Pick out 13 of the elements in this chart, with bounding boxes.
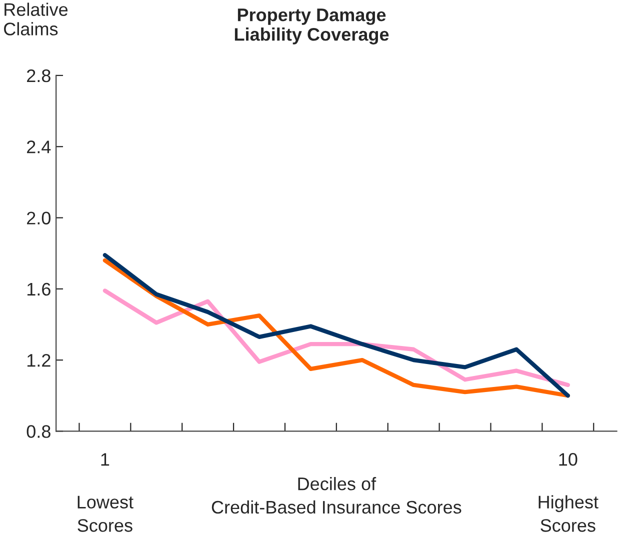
text: Highest Scores: [538, 495, 598, 532]
chart-title: Property Damage Liability Coverage: [234, 8, 389, 44]
x-tick-label: 1: [101, 453, 110, 466]
y-tick-label: 2.8: [27, 69, 50, 82]
y-tick-label: 2.0: [27, 212, 51, 224]
text: Lowest Scores: [78, 496, 134, 532]
y-tick-label: 0.8: [26, 425, 50, 438]
x-axis-title: Deciles of Credit-Based Insurance Scores: [212, 477, 462, 514]
y-tick-label: 1.2: [27, 354, 50, 367]
x-tick-label: 10: [559, 453, 578, 466]
y-tick-label: 1.6: [27, 282, 50, 296]
y-tick-label: 2.4: [27, 140, 51, 154]
y-axis-title: Relative Claims: [4, 2, 68, 36]
